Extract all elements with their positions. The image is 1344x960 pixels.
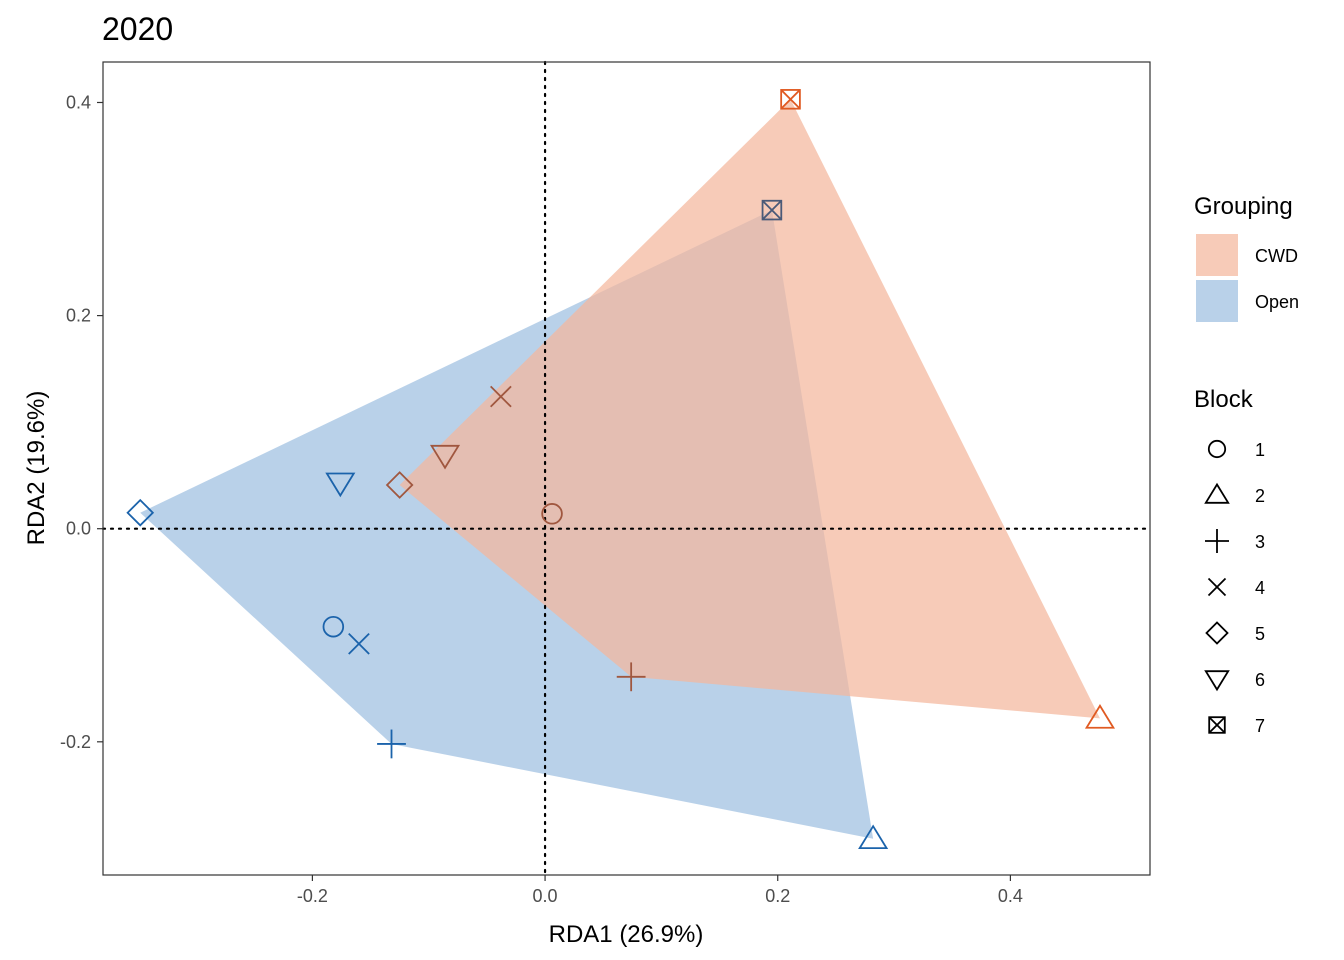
x-axis-title: RDA1 (26.9%) [549, 921, 704, 948]
legend-key-open [1196, 280, 1238, 322]
point-cwd-block-4 [490, 385, 512, 408]
point-layer [126, 89, 1116, 850]
point-cwd-block-2 [1084, 704, 1116, 729]
point-open-block-7 [761, 199, 783, 221]
legend-grouping-entries: CWD Open [1196, 234, 1299, 322]
y-tick-label: -0.2 [60, 732, 91, 752]
legend-label-open: Open [1255, 292, 1299, 312]
x-tick-label: 0.0 [533, 886, 558, 906]
legend-marker-block-3 [1205, 529, 1229, 553]
legend-label-block-5: 5 [1255, 624, 1265, 644]
point-open-block-3 [377, 729, 406, 759]
x-axis: -0.2 0.0 0.2 0.4 [297, 875, 1023, 906]
point-cwd-block-7 [780, 89, 801, 110]
point-cwd-block-1 [541, 503, 563, 525]
legend-label-block-4: 4 [1255, 578, 1265, 598]
x-tick-label: -0.2 [297, 886, 328, 906]
point-open-block-6 [325, 472, 356, 498]
legend-label-block-7: 7 [1255, 716, 1265, 736]
legend-marker-block-1 [1207, 439, 1227, 459]
legend-label-block-6: 6 [1255, 670, 1265, 690]
y-tick-label: 0.0 [66, 519, 91, 539]
chart-title: 2020 [102, 11, 173, 47]
legend-label-block-1: 1 [1255, 440, 1265, 460]
legend-block-entries: 1 2 3 4 5 6 7 [1204, 439, 1265, 736]
legend-block-title: Block [1194, 386, 1254, 413]
hull-cwd [399, 99, 1100, 719]
point-cwd-block-5 [385, 471, 414, 499]
legend-label-block-2: 2 [1255, 486, 1265, 506]
plot-panel [101, 60, 1152, 877]
hull-layer [140, 99, 1100, 839]
legend-marker-block-4 [1207, 577, 1227, 597]
legend-marker-block-6 [1204, 670, 1230, 692]
panel-border [102, 61, 1151, 876]
y-axis: -0.2 0.0 0.2 0.4 [60, 92, 103, 752]
legend-grouping-title: Grouping [1194, 193, 1293, 220]
reference-lines [101, 60, 1152, 877]
legend-marker-block-7 [1208, 716, 1226, 734]
point-cwd-block-3 [616, 662, 646, 692]
point-open-block-2 [858, 824, 889, 850]
legend-marker-block-5 [1205, 621, 1229, 645]
legend-marker-block-2 [1204, 482, 1230, 504]
point-cwd-block-6 [429, 444, 461, 470]
legend-key-cwd [1196, 234, 1238, 276]
point-open-block-1 [322, 615, 345, 638]
x-tick-label: 0.4 [998, 886, 1023, 906]
legend-label-block-3: 3 [1255, 532, 1265, 552]
x-tick-label: 0.2 [765, 886, 790, 906]
y-tick-label: 0.4 [66, 92, 91, 112]
y-axis-title: RDA2 (19.6%) [23, 391, 50, 546]
legend: Grouping CWD Open Block 1 2 3 4 5 6 7 [1194, 193, 1299, 736]
legend-label-cwd: CWD [1255, 246, 1298, 266]
point-open-block-5 [126, 498, 155, 527]
point-open-block-4 [348, 632, 370, 655]
y-tick-label: 0.2 [66, 306, 91, 326]
